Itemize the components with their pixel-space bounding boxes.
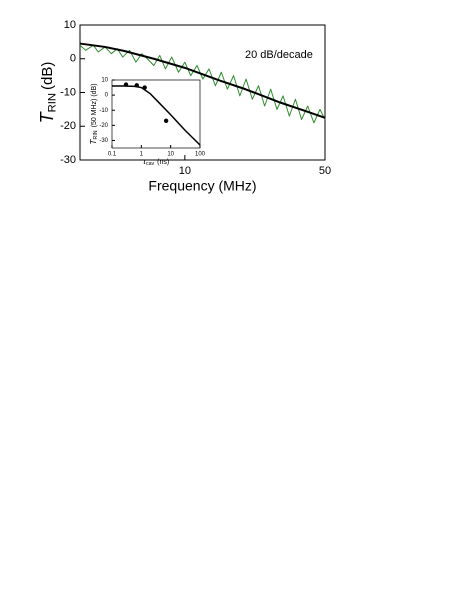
data-point	[134, 83, 139, 88]
label-unit: (ns)	[157, 159, 169, 166]
data-point	[123, 82, 129, 87]
y-axis-label: TRIN (50 MHz) (dB)	[88, 83, 99, 144]
data-line	[79, 44, 326, 124]
y-tick-label: -30	[60, 154, 76, 166]
y-tick-label: 0	[70, 53, 76, 65]
fit-line	[79, 42, 326, 119]
x-axis-label: Frequency (MHz)	[148, 178, 256, 194]
y-tick-label: -30	[99, 138, 108, 144]
label-symbol: τ	[143, 156, 147, 166]
y-tick-label: -10	[60, 86, 76, 98]
y-tick-label: -20	[99, 123, 108, 129]
fit-line	[112, 85, 201, 146]
x-tick-label: 0.1	[108, 152, 117, 158]
label-symbol: T	[88, 139, 98, 145]
y-tick-label: 10	[64, 19, 76, 31]
data-point	[163, 118, 169, 124]
y-tick-label: 10	[101, 78, 108, 84]
annotation: 20 dB/decade	[245, 49, 313, 61]
x-axis-label: τcav (ns)	[143, 156, 169, 167]
label-subscript: RIN	[93, 130, 99, 139]
data-point	[142, 85, 147, 90]
y-tick-label: 0	[105, 93, 109, 99]
label-unit: (50 MHz) (dB)	[91, 83, 98, 127]
x-tick-label: 10	[167, 152, 174, 158]
y-tick-label: -10	[99, 108, 108, 114]
x-tick-label: 100	[195, 152, 206, 158]
plot-frame	[111, 79, 201, 149]
x-tick-label: 50	[319, 165, 331, 177]
x-tick-label: 1	[140, 152, 144, 158]
x-tick-label: 10	[179, 165, 191, 177]
label-subscript: cav	[146, 161, 155, 167]
label-subscript: RIN	[46, 93, 58, 112]
y-tick-label: -20	[60, 120, 76, 132]
y-axis-label: TRIN (dB)	[37, 62, 59, 124]
label-symbol: T	[37, 110, 57, 123]
label-unit: (dB)	[39, 62, 56, 90]
